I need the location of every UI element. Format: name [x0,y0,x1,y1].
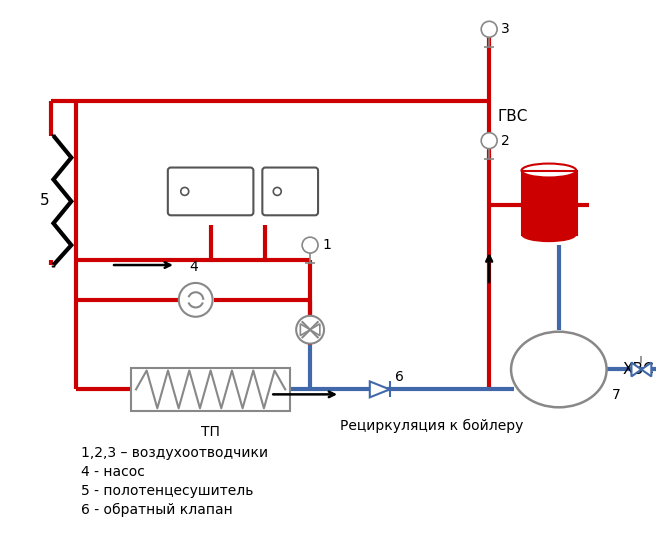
Polygon shape [642,363,651,376]
Text: 1: 1 [322,238,331,252]
Text: 5 - полотенцесушитель: 5 - полотенцесушитель [82,484,253,498]
Text: 4 - насос: 4 - насос [82,465,145,479]
Circle shape [296,316,324,344]
Bar [131,368,290,411]
Ellipse shape [522,163,576,178]
FancyBboxPatch shape [168,168,253,215]
Text: 7: 7 [611,388,620,402]
Circle shape [273,187,281,195]
Polygon shape [370,381,390,397]
Circle shape [481,132,497,149]
Text: 4: 4 [190,260,198,274]
FancyBboxPatch shape [263,168,318,215]
Text: 3: 3 [501,22,510,36]
Circle shape [179,283,213,317]
Circle shape [302,237,318,253]
Text: 5: 5 [40,193,49,208]
Text: 1,2,3 – воздухоотводчики: 1,2,3 – воздухоотводчики [82,446,268,460]
Polygon shape [632,363,642,376]
Bar [522,171,576,235]
Bar [522,171,576,235]
Polygon shape [310,324,320,336]
Text: ТП: ТП [201,425,220,439]
Text: ХВС: ХВС [622,362,654,377]
Text: 2: 2 [501,134,510,148]
Circle shape [181,187,189,195]
Ellipse shape [522,228,576,242]
Circle shape [481,21,497,37]
Text: 6 - обратный клапан: 6 - обратный клапан [82,503,233,517]
Text: ГВС: ГВС [497,109,528,124]
Text: 6: 6 [395,370,403,384]
Polygon shape [300,324,310,336]
Text: Рециркуляция к бойлеру: Рециркуляция к бойлеру [340,419,523,433]
Ellipse shape [511,332,607,407]
